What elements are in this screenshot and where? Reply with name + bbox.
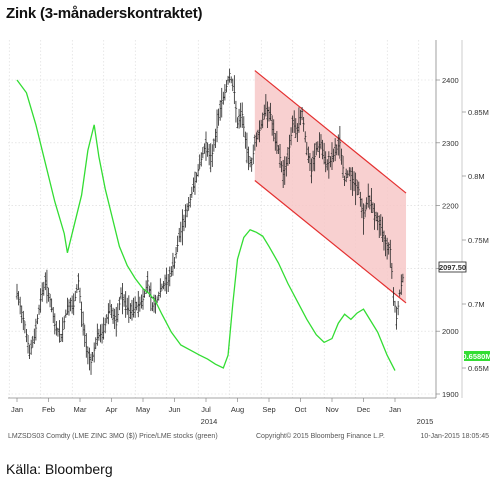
x-tick-label: Feb	[42, 405, 55, 414]
stocks-tick-label: 0.85M	[468, 108, 489, 117]
price-series	[15, 68, 405, 375]
stocks-tick-label: 0.7M	[468, 300, 485, 309]
footer-center: Copyright© 2015 Bloomberg Finance L.P.	[256, 432, 385, 440]
year-label-2015: 2015	[417, 417, 434, 426]
stocks-tick-label: 0.75M	[468, 236, 489, 245]
stocks-series	[16, 79, 396, 371]
x-tick-label: Jan	[389, 405, 401, 414]
x-tick-label: Mar	[74, 405, 87, 414]
price-tick-label: 1900	[442, 390, 459, 399]
footer-right: 10-Jan-2015 18:05:45	[421, 433, 490, 440]
chart-title: Zink (3-månaderskontraktet)	[6, 5, 203, 22]
stocks-axis: 0.65M 0.7M 0.75M 0.8M 0.85M	[461, 40, 489, 398]
x-tick-label: Jan	[11, 405, 23, 414]
last-stocks-box	[464, 351, 490, 361]
x-axis: Jan Feb Mar Apr May Jun Jul Aug Sep Oct Nov Dec Jan	[11, 398, 401, 414]
last-price-label: 2097.50	[439, 263, 466, 272]
channel-lower-line	[254, 180, 407, 304]
price-tick-label: 2200	[442, 202, 459, 211]
x-tick-label: Nov	[325, 405, 339, 414]
x-tick-label: Sep	[262, 405, 275, 414]
x-tick-label: Aug	[231, 405, 244, 414]
price-tick-label: 2000	[442, 327, 459, 336]
footer-left: LMZSDS03 Comdty (LME ZINC 3MO ($)) Price…	[8, 433, 218, 440]
grid	[8, 40, 436, 398]
stocks-tick-label: 0.8M	[468, 172, 485, 181]
price-axis: 190020002100220023002400	[436, 76, 459, 399]
x-tick-label: May	[136, 405, 150, 414]
x-tick-label: Jul	[201, 405, 211, 414]
channel-band	[254, 70, 407, 303]
x-tick-label: Dec	[357, 405, 371, 414]
year-label-2014: 2014	[201, 417, 218, 426]
last-price-box	[438, 261, 467, 273]
channel-upper-line	[254, 70, 407, 194]
stocks-tick-label: 0.65M	[468, 364, 489, 373]
last-stocks-label: 0.6580M	[462, 352, 491, 361]
x-tick-label: Oct	[295, 405, 308, 414]
source-note: Källa: Bloomberg	[6, 461, 113, 477]
x-tick-label: Jun	[168, 405, 180, 414]
price-tick-label: 2400	[442, 76, 459, 85]
price-tick-label: 2300	[442, 139, 459, 148]
x-tick-label: Apr	[106, 405, 118, 414]
